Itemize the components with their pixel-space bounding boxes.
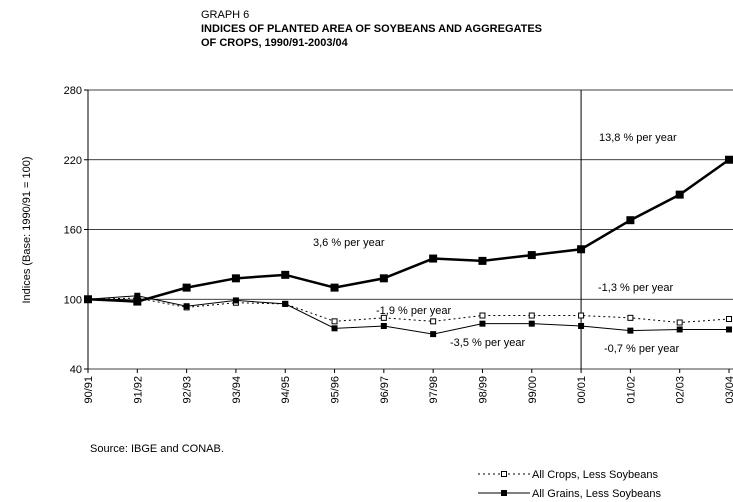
point (231, 274, 240, 283)
point (84, 295, 92, 304)
y-tick-label: 40 (70, 364, 82, 376)
legend-marker (501, 471, 507, 477)
x-tick-label: 98/99 (477, 376, 489, 404)
x-tick-label: 95/96 (330, 376, 342, 404)
x-tick-label: 02/03 (675, 376, 687, 404)
point (528, 312, 535, 319)
point (479, 320, 486, 327)
point (379, 274, 388, 283)
x-tick-label: 93/94 (231, 376, 243, 404)
annotation: 3,6 % per year (313, 237, 385, 249)
point (726, 326, 732, 333)
point (183, 303, 190, 310)
point (331, 318, 338, 325)
x-tick-label: 96/97 (379, 376, 391, 404)
point (725, 155, 733, 164)
point (133, 297, 142, 306)
point (380, 314, 387, 321)
x-tick-label: 97/98 (428, 376, 440, 404)
chart-title: OF CROPS, 1990/91-2003/04 (201, 37, 349, 49)
point (182, 283, 191, 292)
point (134, 292, 141, 299)
y-axis-label: Indices (Base: 1990/91 = 100) (21, 156, 33, 303)
annotation: -0,7 % per year (604, 343, 680, 355)
point (282, 300, 289, 307)
annotation: -3,5 % per year (450, 337, 526, 349)
point (430, 331, 437, 338)
y-tick-label: 220 (64, 155, 82, 167)
series-line (87, 295, 729, 335)
point (527, 251, 536, 260)
legend-label: All Crops, Less Soybeans (532, 469, 658, 481)
point (429, 254, 438, 263)
point (330, 283, 339, 292)
point (281, 270, 290, 279)
point (675, 190, 684, 199)
point (578, 312, 585, 319)
x-tick-label: 99/00 (527, 376, 539, 404)
point (528, 320, 535, 327)
x-tick-label: 03/04 (724, 376, 733, 404)
point (676, 326, 683, 333)
point (232, 297, 239, 304)
y-tick-label: 100 (64, 294, 82, 306)
point (380, 322, 387, 329)
legend-marker (501, 490, 507, 496)
point (627, 327, 634, 334)
x-tick-label: 92/93 (182, 376, 194, 404)
chart-title: GRAPH 6 (201, 9, 249, 21)
annotation: -1,3 % per year (598, 282, 674, 294)
y-tick-label: 160 (64, 225, 82, 237)
point (577, 245, 586, 254)
chart-title: INDICES OF PLANTED AREA OF SOYBEANS AND … (201, 23, 542, 35)
point (331, 325, 338, 332)
x-tick-label: 94/95 (280, 376, 292, 404)
x-tick-label: 00/01 (576, 376, 588, 404)
annotation: 13,8 % per year (599, 132, 677, 144)
x-tick-label: 91/92 (132, 376, 144, 404)
point (726, 316, 732, 323)
point (676, 319, 683, 326)
annotation: -1,9 % per year (376, 305, 452, 317)
point (626, 216, 635, 225)
x-tick-label: 90/91 (83, 376, 95, 404)
point (479, 312, 486, 319)
point (430, 318, 437, 325)
point (627, 314, 634, 321)
y-tick-label: 280 (64, 85, 82, 97)
x-tick-label: 01/02 (625, 376, 637, 404)
point (478, 256, 487, 265)
point (578, 322, 585, 329)
legend-label: All Grains, Less Soybeans (532, 488, 662, 500)
series-line (87, 158, 730, 303)
source-note: Source: IBGE and CONAB. (90, 443, 224, 455)
